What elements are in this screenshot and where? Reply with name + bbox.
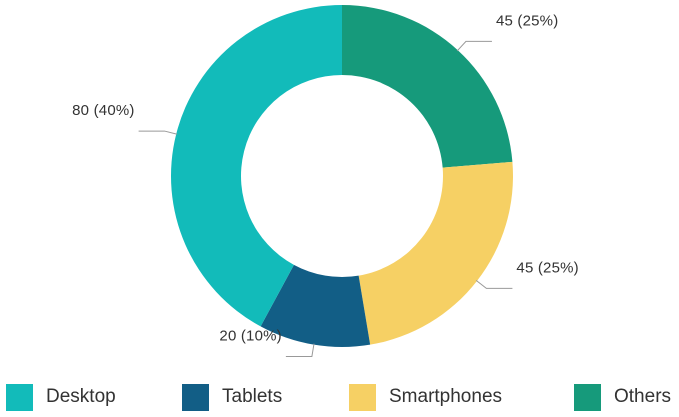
donut-chart-svg: 45 (25%) 45 (25%) 20 (10%) 80 (40%) (72, 5, 579, 358)
legend-swatch-smartphones (349, 383, 376, 411)
data-label-desktop: 80 (40%) (72, 102, 134, 119)
data-label-tablets: 20 (10%) (219, 328, 281, 345)
data-labels: 45 (25%) 45 (25%) 20 (10%) 80 (40%) (72, 12, 579, 344)
legend-item-smartphones[interactable]: Smartphones (349, 380, 502, 414)
legend-item-desktop[interactable]: Desktop (6, 380, 116, 414)
legend-item-tablets[interactable]: Tablets (182, 380, 282, 414)
data-label-smartphones: 45 (25%) (516, 259, 578, 276)
leader-line-others (456, 40, 492, 52)
leader-line-desktop (138, 130, 178, 135)
slice-smartphones[interactable] (358, 161, 513, 345)
legend-label-others: Others (614, 386, 672, 407)
legend: Desktop Tablets Smartphones Others (0, 380, 679, 414)
slice-others[interactable] (342, 5, 513, 168)
label-leader-lines (138, 40, 513, 358)
data-label-others: 45 (25%) (496, 12, 558, 29)
legend-swatch-tablets (182, 383, 209, 411)
legend-swatch-desktop (6, 383, 33, 411)
leader-line-tablets (285, 343, 315, 358)
donut-slices (170, 5, 513, 347)
legend-item-others[interactable]: Others (574, 380, 671, 414)
slice-tablets[interactable] (260, 264, 371, 347)
legend-label-desktop: Desktop (46, 386, 116, 407)
legend-label-smartphones: Smartphones (389, 386, 503, 407)
slice-desktop[interactable] (170, 5, 342, 327)
leader-line-smartphones (475, 280, 513, 289)
legend-swatch-others (574, 383, 601, 411)
legend-label-tablets: Tablets (222, 386, 283, 407)
